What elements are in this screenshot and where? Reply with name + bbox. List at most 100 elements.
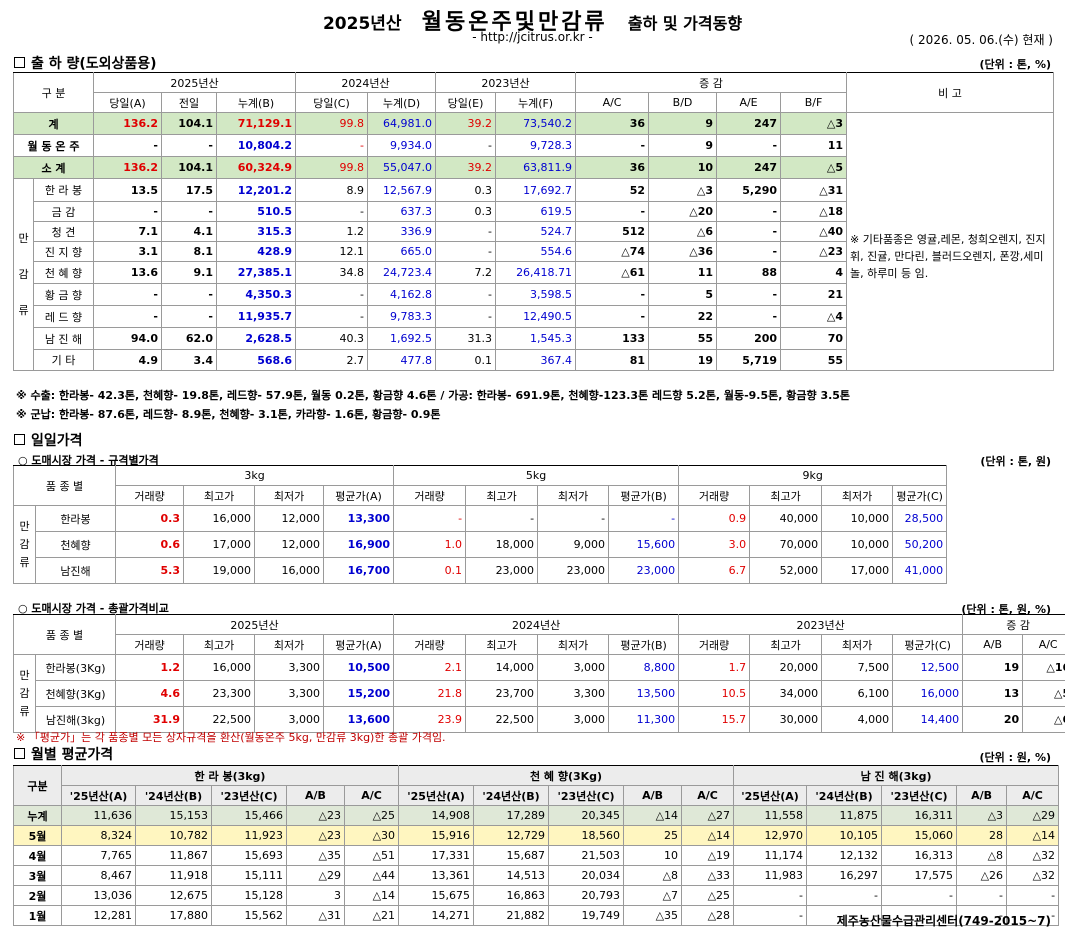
- value-cell: △3: [780, 112, 848, 135]
- col-header: 누계(F): [495, 92, 577, 113]
- value-cell: 9: [648, 112, 718, 135]
- table-row: 만 감 류 한라봉 0.3 16,000 12,000 13,300- - - -0.9 40,000…: [13, 505, 948, 584]
- value-cell: 13,300: [323, 505, 395, 532]
- col-header: A/C: [681, 785, 735, 806]
- row-label: 기 타: [33, 349, 94, 371]
- value-cell: △19: [681, 845, 735, 866]
- col-header: A/E: [716, 92, 782, 113]
- value-cell: △6: [648, 221, 718, 242]
- value-cell: 14,271: [398, 905, 475, 926]
- value-cell: 23,700: [465, 680, 539, 707]
- col-header: '23년산(C): [548, 785, 625, 806]
- value-cell: 41,000: [892, 557, 948, 584]
- value-cell: 28,500: [892, 505, 948, 532]
- header-group: 구분: [13, 765, 62, 806]
- value-cell: 16,311: [881, 805, 958, 826]
- value-cell: 10,000: [821, 531, 894, 558]
- header-remark: 비 고: [846, 72, 1055, 113]
- value-cell: 88: [716, 261, 782, 284]
- value-cell: 367.4: [495, 349, 577, 371]
- value-cell: 17,000: [183, 531, 256, 558]
- value-cell: 21,882: [473, 905, 550, 926]
- value-cell: 3,598.5: [495, 283, 577, 306]
- col-header: '24년산(B): [135, 785, 212, 806]
- value-cell: 7.2: [435, 261, 497, 284]
- value-cell: 3,000: [537, 706, 610, 733]
- value-cell: 16,297: [806, 865, 883, 886]
- col-header: 평균가(C): [892, 485, 948, 506]
- value-cell: 50,200: [892, 531, 948, 558]
- monthly-unit: (단위 : 원, %): [979, 751, 1051, 764]
- value-cell: 9.1: [161, 261, 217, 284]
- value-cell: 17.5: [161, 178, 217, 202]
- value-cell: 1.2: [115, 654, 185, 681]
- table-row: 천혜향(3Kg) 4.6 23,300 3,300 15,200 21.8 23,700 3,…: [14, 680, 1065, 707]
- value-cell: △30: [343, 825, 400, 846]
- table-row: 만 감 류 한라봉(3Kg) 1.2 16,000 3,300 10,500 2.1 14,000…: [13, 654, 1065, 733]
- value-cell: 7,765: [61, 845, 136, 866]
- col-header: 최고가: [183, 634, 256, 655]
- value-cell: 7.1: [93, 221, 162, 242]
- col-header: A/C: [1022, 634, 1065, 655]
- value-cell: 23,000: [465, 557, 539, 584]
- value-cell: 11,867: [135, 845, 212, 866]
- value-cell: 23,300: [183, 680, 256, 707]
- value-cell: 21: [780, 283, 848, 306]
- value-cell: 26,418.71: [495, 261, 577, 284]
- table-row: 2월 13,036 12,675 15,128 3 △14 15,675 16,863 20,7…: [13, 885, 1060, 906]
- shipment-table: 구 분 2025년산 2024년산 2023년산 증 감 비 고 당일(A) 전일…: [13, 72, 1055, 371]
- value-cell: 11,918: [135, 865, 212, 886]
- value-cell: 136.2: [93, 112, 162, 135]
- header-2025: 2025년산: [92, 72, 297, 93]
- value-cell: -: [295, 201, 369, 222]
- value-cell: 94.0: [93, 327, 162, 350]
- value-cell: 554.6: [495, 241, 577, 262]
- value-cell: 16,700: [323, 557, 395, 584]
- value-cell: △5: [780, 156, 848, 179]
- value-cell: 133: [575, 327, 650, 350]
- site-url[interactable]: - http://jcitrus.or.kr -: [472, 30, 593, 44]
- value-cell: 18,000: [465, 531, 539, 558]
- value-cell: △14: [343, 885, 400, 906]
- value-cell: 5,290: [716, 178, 782, 202]
- mangam-char: 류: [18, 303, 29, 317]
- value-cell: △14: [623, 805, 683, 826]
- value-cell: 9,783.3: [367, 305, 437, 328]
- col-header: 평균가(A): [323, 485, 395, 506]
- value-cell: 200: [716, 327, 782, 350]
- value-cell: 13,361: [398, 865, 475, 886]
- value-cell: 52: [575, 178, 650, 202]
- value-cell: 21,503: [548, 845, 625, 866]
- value-cell: 16,900: [323, 531, 395, 558]
- header-group: 구 분: [13, 72, 94, 113]
- value-cell: 9,000: [537, 531, 610, 558]
- group-header: 천 혜 향(3Kg): [398, 765, 735, 786]
- value-cell: -: [575, 305, 650, 328]
- value-cell: 19,749: [548, 905, 625, 926]
- table-row: 누계 11,636 15,153 15,466 △23 △25 14,908 17,289 20…: [13, 805, 1060, 826]
- value-cell: 71,129.1: [215, 112, 297, 135]
- value-cell: 13,600: [323, 706, 395, 733]
- value-cell: 40.3: [295, 327, 369, 350]
- row-label: 금 감: [33, 201, 94, 222]
- row-label: 황 금 향: [33, 283, 94, 306]
- value-cell: 15,128: [211, 885, 287, 906]
- value-cell: 0.6: [115, 531, 185, 558]
- value-cell: 5: [648, 283, 718, 306]
- group-header: 3kg: [115, 465, 395, 486]
- value-cell: 9: [648, 134, 718, 157]
- value-cell: -: [161, 201, 217, 222]
- value-cell: 40,000: [749, 505, 823, 532]
- value-cell: 16,863: [473, 885, 550, 906]
- value-cell: 55: [648, 327, 718, 350]
- table-row: 남진해(3kg) 31.9 22,500 3,000 13,600 23.9 22,500 3…: [14, 706, 1065, 733]
- value-cell: 99.8: [295, 156, 369, 179]
- value-cell: -: [161, 305, 217, 328]
- value-cell: 4.1: [161, 221, 217, 242]
- daily-subtitle: ○ 도매시장 가격 - 규격별가격: [18, 454, 159, 467]
- table-row: 청 견 7.1 4.1 315.3 1.2 336.9-524.7 512 △6- △40: [14, 221, 1054, 242]
- value-cell: 3,000: [254, 706, 325, 733]
- remark-cell: ※ 기타품종은 영귤,레몬, 청희오렌지, 진지휘, 진귤, 만다린, 블러드오…: [846, 112, 1055, 371]
- value-cell: 11,875: [806, 805, 883, 826]
